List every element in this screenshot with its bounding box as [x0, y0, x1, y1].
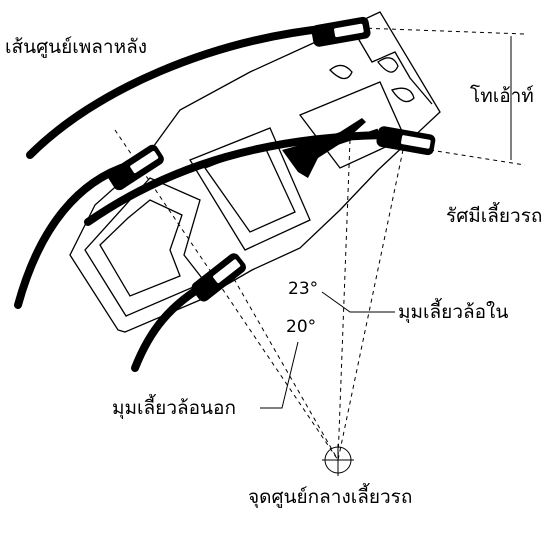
front-end-hole-3 [329, 64, 353, 80]
steering-link [317, 128, 379, 152]
wheel-paths [14, 24, 399, 372]
tyre-front-left [191, 253, 246, 302]
center-radius-line [337, 139, 351, 461]
outer-angle-leader [260, 341, 299, 409]
steering-mechanism [282, 118, 379, 178]
construction-lines [114, 27, 526, 461]
leader-lines [260, 291, 395, 409]
front-dim-line-top [359, 27, 526, 35]
turning-radius-label: รัศมีเลี้ยวรถ [446, 202, 542, 227]
outer-front-radius-line [229, 271, 339, 461]
tyre-front-right [376, 126, 436, 156]
front-end-hole-1 [377, 57, 399, 73]
turning-center-marker [322, 444, 354, 476]
outer-rear-arc [14, 161, 134, 309]
rear-frame-cutout [99, 199, 183, 297]
tyre-rear-right [311, 16, 371, 47]
front-end-hole-2 [390, 87, 415, 103]
inner-angle-leader [321, 291, 395, 313]
tyres [107, 16, 436, 302]
overhang-label: โทเอ้าท์ [470, 84, 534, 107]
tyre-rear-left [107, 144, 164, 191]
outer-angle-value: 20° [286, 317, 316, 337]
front-end-detail [351, 27, 433, 105]
inner-angle-value: 23° [288, 279, 318, 299]
front-dim-line-bottom [429, 149, 526, 166]
inner-wheel-angle-label: มุมเลี้ยวล้อใน [398, 298, 508, 324]
center-frame [189, 127, 311, 251]
rear-axle-arc [26, 24, 334, 159]
outer-wheel-angle-label: มุมเลี้ยวล้อนอก [112, 394, 236, 420]
rear-axle-centerline-label: เส้นศูนย์เพลาหลัง [5, 36, 147, 58]
turning-center-label: จุดศูนย์กลางเลี้ยวรถ [248, 483, 412, 509]
